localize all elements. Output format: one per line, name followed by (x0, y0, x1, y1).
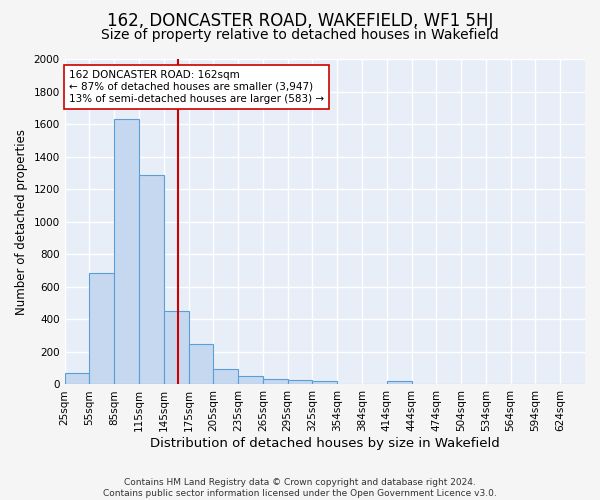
Bar (313, 381, 337, 384)
Bar (89, 273, 114, 384)
Bar (214, 369, 238, 384)
X-axis label: Distribution of detached houses by size in Wakefield: Distribution of detached houses by size … (150, 437, 500, 450)
Bar (238, 376, 263, 384)
Text: 162 DONCASTER ROAD: 162sqm
← 87% of detached houses are smaller (3,947)
13% of s: 162 DONCASTER ROAD: 162sqm ← 87% of deta… (69, 70, 324, 104)
Bar (114, 119, 139, 384)
Bar (139, 176, 164, 384)
Bar (164, 311, 188, 384)
Bar (387, 381, 412, 384)
Y-axis label: Number of detached properties: Number of detached properties (15, 128, 28, 314)
Bar (188, 344, 214, 385)
Text: Size of property relative to detached houses in Wakefield: Size of property relative to detached ho… (101, 28, 499, 42)
Text: 162, DONCASTER ROAD, WAKEFIELD, WF1 5HJ: 162, DONCASTER ROAD, WAKEFIELD, WF1 5HJ (107, 12, 493, 30)
Bar (263, 379, 287, 384)
Bar (65, 373, 89, 384)
Bar (287, 380, 313, 384)
Text: Contains HM Land Registry data © Crown copyright and database right 2024.
Contai: Contains HM Land Registry data © Crown c… (103, 478, 497, 498)
